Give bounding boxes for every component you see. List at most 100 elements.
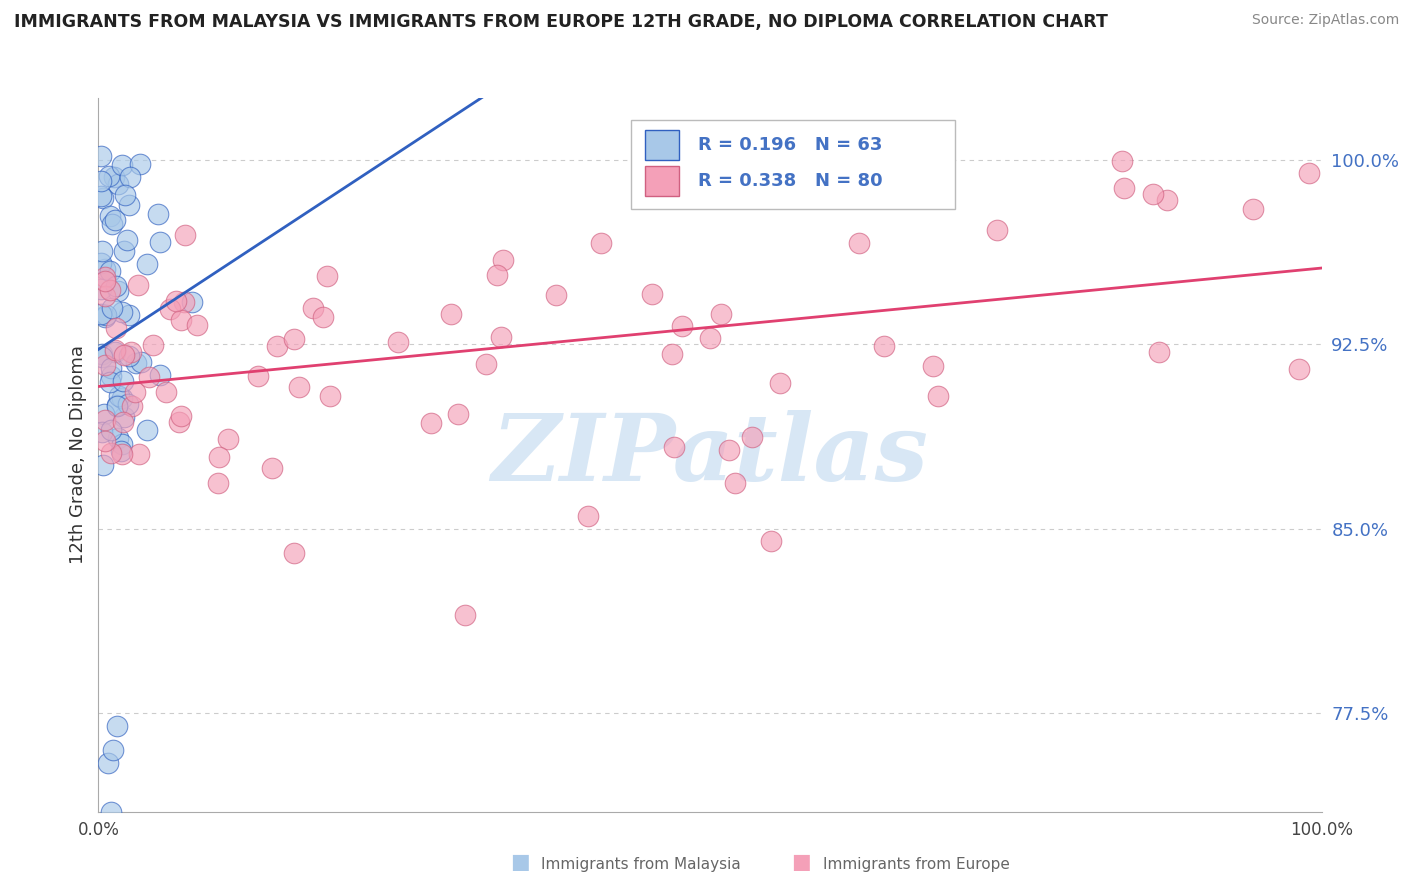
Point bbox=[319, 389, 342, 403]
Point bbox=[446, 408, 468, 422]
Point bbox=[90, 282, 112, 296]
Point bbox=[699, 331, 721, 345]
Point bbox=[114, 188, 136, 202]
Point bbox=[90, 149, 112, 163]
Point bbox=[932, 187, 955, 202]
Point bbox=[112, 348, 135, 362]
Point bbox=[149, 235, 172, 250]
Point bbox=[1111, 153, 1133, 168]
Point bbox=[167, 415, 190, 429]
Point bbox=[104, 345, 127, 359]
Point bbox=[98, 283, 121, 297]
Point bbox=[420, 417, 443, 431]
Point bbox=[671, 319, 693, 334]
Text: Source: ZipAtlas.com: Source: ZipAtlas.com bbox=[1251, 13, 1399, 28]
Point bbox=[283, 546, 305, 560]
Point bbox=[769, 376, 792, 391]
Point bbox=[90, 189, 112, 203]
Point bbox=[387, 334, 409, 349]
Point bbox=[492, 252, 515, 267]
Point bbox=[489, 330, 512, 344]
Point bbox=[485, 268, 508, 282]
Point bbox=[110, 391, 132, 405]
FancyBboxPatch shape bbox=[630, 120, 955, 209]
Point bbox=[118, 198, 141, 212]
Point bbox=[107, 431, 129, 445]
Point bbox=[90, 174, 112, 188]
Point bbox=[93, 408, 115, 422]
Point bbox=[186, 318, 208, 333]
Point bbox=[312, 310, 335, 325]
Point bbox=[709, 307, 731, 321]
Point bbox=[100, 360, 122, 375]
Point bbox=[100, 423, 122, 437]
Point bbox=[1114, 181, 1136, 195]
Point bbox=[128, 446, 150, 460]
Point bbox=[128, 157, 150, 171]
Point bbox=[440, 307, 463, 321]
Point bbox=[93, 434, 115, 449]
Text: IMMIGRANTS FROM MALAYSIA VS IMMIGRANTS FROM EUROPE 12TH GRADE, NO DIPLOMA CORREL: IMMIGRANTS FROM MALAYSIA VS IMMIGRANTS F… bbox=[14, 13, 1108, 31]
Point bbox=[761, 534, 783, 549]
Point bbox=[117, 397, 139, 411]
Point bbox=[131, 355, 153, 369]
Point bbox=[724, 476, 747, 491]
Point bbox=[1241, 202, 1264, 216]
Point bbox=[136, 423, 159, 437]
Point bbox=[1156, 193, 1178, 207]
Point bbox=[986, 222, 1008, 236]
Point bbox=[112, 415, 135, 429]
Point bbox=[1149, 345, 1171, 359]
Point bbox=[115, 233, 138, 247]
Point bbox=[124, 385, 146, 400]
Point bbox=[101, 217, 124, 231]
Text: Immigrants from Malaysia: Immigrants from Malaysia bbox=[541, 857, 741, 872]
Point bbox=[112, 410, 135, 425]
Point bbox=[741, 430, 763, 444]
Point bbox=[661, 347, 683, 361]
Point bbox=[921, 359, 943, 373]
Point bbox=[105, 399, 128, 413]
Point bbox=[544, 288, 567, 302]
Point bbox=[100, 805, 122, 819]
Point bbox=[138, 370, 160, 384]
Point bbox=[1142, 186, 1164, 201]
Point bbox=[111, 374, 134, 388]
Y-axis label: 12th Grade, No Diploma: 12th Grade, No Diploma bbox=[69, 345, 87, 565]
Point bbox=[125, 356, 148, 370]
Point bbox=[288, 379, 311, 393]
Point bbox=[169, 313, 191, 327]
Point bbox=[118, 169, 141, 184]
Point bbox=[98, 169, 121, 183]
Point bbox=[589, 235, 612, 250]
Point bbox=[108, 389, 131, 403]
Point bbox=[104, 212, 127, 227]
Point bbox=[120, 345, 142, 359]
Text: R = 0.338   N = 80: R = 0.338 N = 80 bbox=[697, 172, 883, 190]
Point bbox=[100, 446, 122, 460]
Point bbox=[94, 310, 117, 324]
Point bbox=[121, 399, 143, 413]
Point bbox=[94, 261, 117, 276]
Point bbox=[159, 302, 181, 317]
Point bbox=[104, 279, 127, 293]
Point bbox=[118, 308, 141, 322]
Point bbox=[127, 278, 149, 293]
Point bbox=[576, 509, 599, 524]
Text: ■: ■ bbox=[510, 853, 530, 872]
Point bbox=[641, 287, 664, 301]
Point bbox=[105, 398, 128, 412]
Point bbox=[848, 235, 870, 250]
Point bbox=[118, 350, 141, 364]
Point bbox=[91, 458, 114, 473]
Point bbox=[111, 305, 134, 319]
Point bbox=[475, 357, 498, 371]
Point bbox=[93, 289, 115, 303]
Point bbox=[173, 295, 195, 310]
Point bbox=[155, 385, 177, 400]
Point bbox=[90, 351, 112, 365]
Point bbox=[110, 447, 132, 461]
Point bbox=[90, 307, 112, 321]
Point bbox=[110, 443, 132, 458]
Point bbox=[301, 301, 323, 315]
